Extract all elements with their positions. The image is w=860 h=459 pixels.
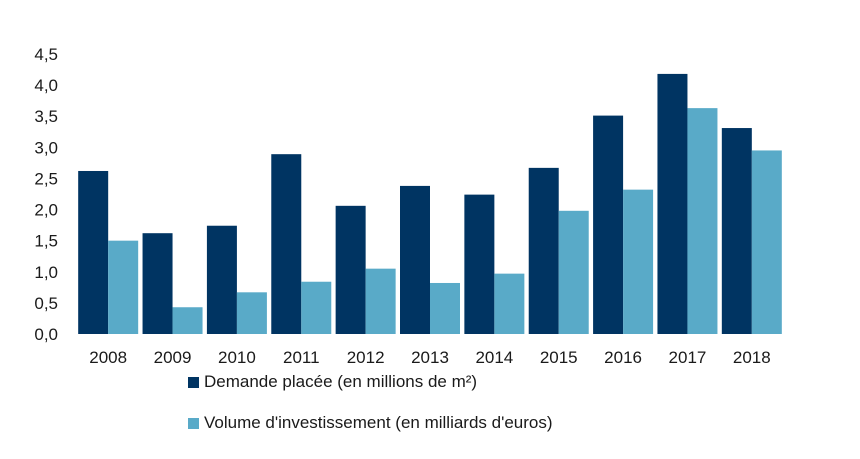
bar-demande-2010 xyxy=(206,225,237,334)
y-tick-label: 2,5 xyxy=(34,169,58,188)
bars xyxy=(78,73,782,335)
x-tick-label-2013: 2013 xyxy=(411,348,449,367)
bar-volume-2011 xyxy=(301,281,332,334)
y-tick-label: 0,5 xyxy=(34,294,58,313)
y-tick-label: 4,0 xyxy=(34,76,58,95)
x-tick-label-2018: 2018 xyxy=(733,348,771,367)
bar-volume-2015 xyxy=(558,210,589,334)
x-tick-label-2012: 2012 xyxy=(347,348,385,367)
bar-demande-2014 xyxy=(464,194,495,334)
bar-demande-2009 xyxy=(142,233,173,334)
legend-item-demande: Demande placée (en millions de m²) xyxy=(188,372,477,392)
bar-demande-2015 xyxy=(528,167,559,334)
bar-demande-2016 xyxy=(593,115,624,334)
bar-volume-2013 xyxy=(430,282,460,334)
x-tick-label-2008: 2008 xyxy=(89,348,127,367)
bar-volume-2016 xyxy=(623,189,654,334)
bar-demande-2008 xyxy=(78,170,109,334)
y-tick-label: 1,0 xyxy=(34,263,58,282)
bar-demande-2018 xyxy=(721,128,752,334)
bar-volume-2010 xyxy=(236,292,267,334)
legend-label-volume: Volume d'investissement (en milliards d'… xyxy=(204,413,553,432)
bar-volume-2012 xyxy=(365,268,396,334)
x-tick-label-2016: 2016 xyxy=(604,348,642,367)
x-tick-label-2009: 2009 xyxy=(154,348,192,367)
bar-volume-2014 xyxy=(494,273,525,334)
y-tick-label: 4,5 xyxy=(34,45,58,64)
legend-item-volume: Volume d'investissement (en milliards d'… xyxy=(188,413,553,433)
bar-volume-2018 xyxy=(751,150,782,334)
bar-volume-2009 xyxy=(172,307,203,334)
y-tick-label: 3,0 xyxy=(34,138,58,157)
y-tick-label: 3,5 xyxy=(34,107,58,126)
x-tick-label-2010: 2010 xyxy=(218,348,256,367)
bar-demande-2017 xyxy=(657,73,688,335)
bar-demande-2011 xyxy=(271,154,302,334)
y-axis: 0,0 0,5 1,0 1,5 2,0 2,5 3,0 3,5 4,0 4,5 xyxy=(34,45,58,344)
bar-demande-2013 xyxy=(400,185,430,334)
x-tick-label-2011: 2011 xyxy=(283,348,320,367)
y-tick-label: 0,0 xyxy=(34,325,58,344)
legend-swatch-demande xyxy=(188,376,199,388)
bar-volume-2017 xyxy=(687,108,718,334)
bar-demande-2012 xyxy=(335,205,366,334)
y-tick-label: 2,0 xyxy=(34,201,58,220)
x-tick-label-2017: 2017 xyxy=(669,348,707,367)
y-tick-label: 1,5 xyxy=(34,232,58,251)
x-tick-label-2015: 2015 xyxy=(540,348,578,367)
legend-swatch-volume xyxy=(188,417,199,429)
x-tick-label-2014: 2014 xyxy=(475,348,513,367)
bar-volume-2008 xyxy=(108,240,139,334)
legend-label-demande: Demande placée (en millions de m²) xyxy=(204,372,478,391)
x-axis: 2008 2009 2010 2011 2012 2013 2014 2015 2016 2017… xyxy=(89,348,770,367)
